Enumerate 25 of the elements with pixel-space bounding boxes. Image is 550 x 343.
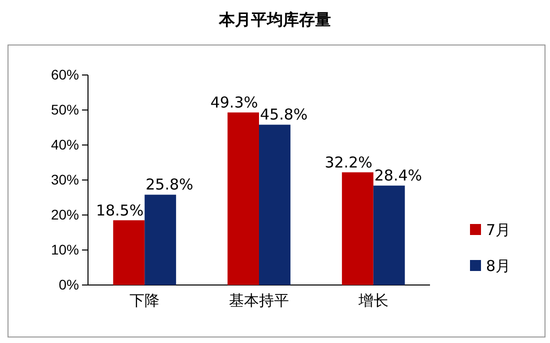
data-label: 18.5% [96, 201, 144, 220]
data-label: 49.3% [210, 93, 258, 112]
data-label: 45.8% [260, 106, 308, 124]
bar [373, 186, 405, 285]
legend-label: 8月 [486, 257, 511, 275]
data-label: 28.4% [374, 166, 422, 185]
y-tick-label: 0% [58, 276, 79, 292]
y-tick-label: 40% [50, 136, 79, 152]
chart-title: 本月平均库存量 [218, 10, 331, 29]
bar [342, 172, 374, 285]
x-tick-label: 下降 [130, 292, 160, 310]
legend-label: 7月 [486, 221, 511, 239]
x-tick-label: 增长 [357, 292, 388, 310]
bar [113, 220, 145, 285]
bar [228, 112, 259, 285]
y-tick-label: 10% [50, 241, 79, 258]
y-tick-label: 50% [50, 101, 79, 118]
y-tick-label: 30% [50, 171, 79, 188]
bar [259, 124, 290, 285]
x-tick-label: 基本持平 [229, 292, 289, 310]
bar [144, 194, 176, 285]
y-tick-label: 20% [50, 206, 79, 222]
y-tick-label: 60% [50, 66, 79, 82]
data-label: 32.2% [324, 153, 372, 172]
data-label: 25.8% [146, 176, 194, 194]
